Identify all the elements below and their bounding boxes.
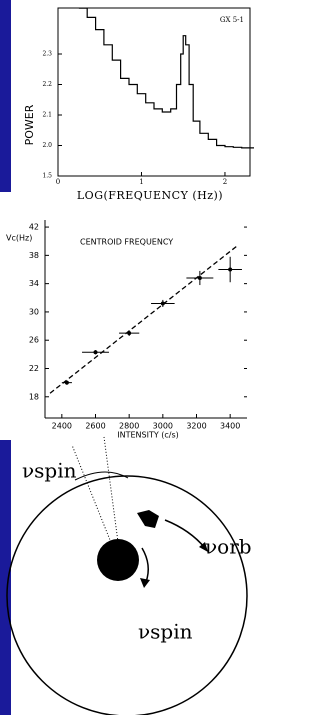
y-tick-label: 38 (29, 251, 39, 260)
x-axis-label: LOG(FREQUENCY (Hz)) (77, 189, 223, 202)
orbit (7, 476, 247, 715)
y-tick-label: 1.5 (42, 173, 52, 180)
annotation: GX 5-1 (220, 16, 244, 24)
x-tick-label: 3400 (220, 422, 240, 431)
point (65, 381, 69, 385)
side-band (0, 440, 11, 715)
fit-line (50, 245, 239, 394)
beam (72, 445, 112, 545)
y-axis-label: Vc(Hz) (6, 234, 32, 243)
y-tick-label: 2.0 (42, 142, 52, 149)
chart-title: CENTROID FREQUENCY (80, 238, 173, 247)
x-tick-label: 0 (56, 178, 60, 186)
x-tick-label: 2400 (52, 422, 72, 431)
x-tick-label: 3200 (186, 422, 206, 431)
spectrum (79, 8, 254, 148)
y-tick-label: 2.1 (42, 112, 52, 119)
y-tick-label: 34 (29, 279, 39, 288)
label: νspin (138, 620, 193, 644)
x-axis-label: INTENSITY (c/s) (117, 431, 179, 440)
spin-arrow (142, 548, 148, 582)
beam (104, 437, 118, 542)
x-tick-label: 2600 (85, 422, 105, 431)
arrowhead (140, 578, 150, 588)
point (161, 301, 165, 305)
x-tick-label: 2800 (119, 422, 139, 431)
x-tick-label: 3000 (153, 422, 173, 431)
y-axis-label: POWER (23, 104, 36, 145)
y-tick-label: 2.2 (42, 81, 52, 88)
orbit-arrow (165, 520, 205, 548)
y-tick-label: 18 (29, 392, 39, 401)
companion (137, 510, 159, 528)
orbit-diagram: νspin νorb νspin (7, 437, 252, 715)
point (94, 350, 98, 354)
figure: νspin νorb νspin 1.5 2.0 2.1 2.2 2.3 0 1 2 GX 5-… (0, 0, 254, 715)
label: νorb (205, 535, 252, 559)
neutron-star (97, 539, 139, 581)
label: νspin (22, 459, 77, 483)
page: νspin νorb νspin 1.5 2.0 2.1 2.2 2.3 0 1 2 GX 5-… (0, 0, 254, 715)
point (198, 276, 202, 280)
y-tick-label: 26 (29, 336, 39, 345)
x-tick-label: 2 (223, 178, 227, 186)
y-tick-label: 22 (29, 364, 39, 373)
x-tick-label: 1 (139, 178, 143, 186)
y-tick-label: 42 (29, 223, 39, 232)
plot-frame (58, 8, 250, 176)
point (127, 331, 131, 335)
side-band (0, 0, 11, 192)
y-tick-label: 2.3 (42, 51, 52, 58)
y-tick-label: 30 (29, 307, 39, 316)
point (228, 268, 232, 272)
